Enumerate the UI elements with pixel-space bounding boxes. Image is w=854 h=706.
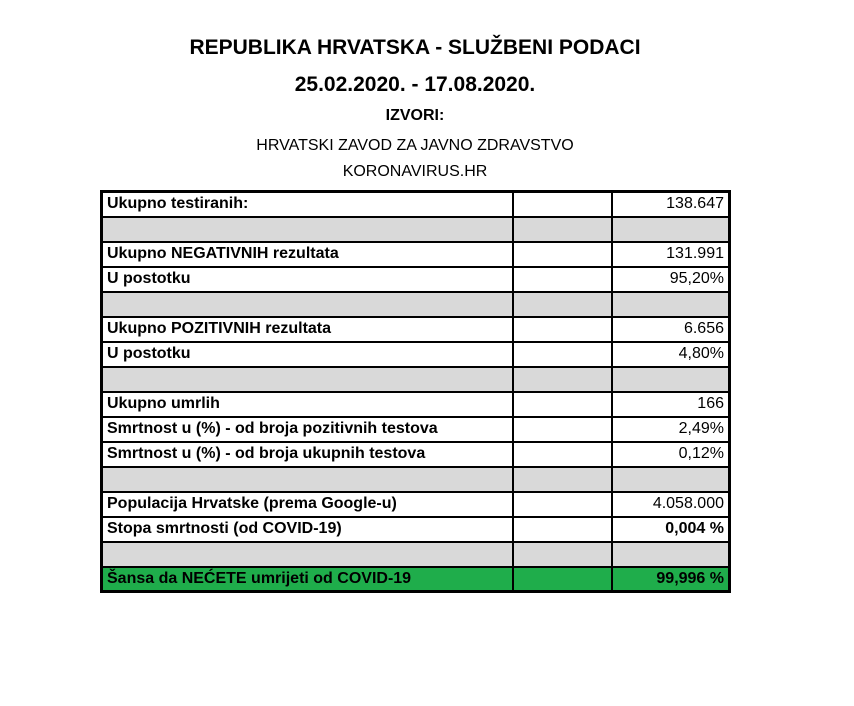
row-value: 99,996 % (610, 565, 731, 593)
row-value: 166 (610, 390, 731, 418)
row-label: Stopa smrtnosti (od COVID-19) (100, 515, 514, 543)
table-row: Smrtnost u (%) - od broja pozitivnih tes… (100, 415, 731, 443)
table-row: Stopa smrtnosti (od COVID-19) 0,004 % (100, 515, 731, 543)
row-value: 95,20% (610, 265, 731, 293)
table-row: Ukupno POZITIVNIH rezultata 6.656 (100, 315, 731, 343)
spacer-row (100, 290, 731, 318)
spacer-row (100, 465, 731, 493)
source-hzjz: HRVATSKI ZAVOD ZA JAVNO ZDRAVSTVO (256, 137, 574, 154)
table-row: Ukupno NEGATIVNIH rezultata 131.991 (100, 240, 731, 268)
row-label: Populacija Hrvatske (prema Google-u) (100, 490, 514, 518)
row-label: Šansa da NEĆETE umrijeti od COVID-19 (100, 565, 514, 593)
empty-cell (511, 290, 613, 318)
empty-cell (511, 190, 613, 218)
row-label (100, 540, 514, 568)
spacer-row (100, 540, 731, 568)
empty-cell (511, 390, 613, 418)
table-row: Ukupno testiranih: 138.647 (100, 190, 731, 218)
row-value: 4,80% (610, 340, 731, 368)
empty-cell (511, 315, 613, 343)
table-row: Ukupno umrlih 166 (100, 390, 731, 418)
spacer-row (100, 215, 731, 243)
page-title: REPUBLIKA HRVATSKA - SLUŽBENI PODACI (189, 36, 641, 59)
row-label: Ukupno testiranih: (100, 190, 514, 218)
row-value: 0,12% (610, 440, 731, 468)
row-label: Smrtnost u (%) - od broja ukupnih testov… (100, 440, 514, 468)
table-row: Populacija Hrvatske (prema Google-u) 4.05… (100, 490, 731, 518)
empty-cell (511, 240, 613, 268)
row-value: 4.058.000 (610, 490, 731, 518)
row-label (100, 465, 514, 493)
empty-cell (511, 565, 613, 593)
empty-cell (511, 340, 613, 368)
empty-cell (511, 515, 613, 543)
sources-label: IZVORI: (385, 107, 445, 124)
row-label: Ukupno NEGATIVNIH rezultata (100, 240, 514, 268)
empty-cell (511, 365, 613, 393)
row-value: 6.656 (610, 315, 731, 343)
row-value (610, 540, 731, 568)
row-label: Ukupno POZITIVNIH rezultata (100, 315, 514, 343)
row-value (610, 365, 731, 393)
statistics-table: Ukupno testiranih: 138.647 Ukupno NEGATIVN… (100, 190, 731, 593)
row-value: 131.991 (610, 240, 731, 268)
row-value: 138.647 (610, 190, 731, 218)
row-label (100, 290, 514, 318)
empty-cell (511, 540, 613, 568)
row-value (610, 215, 731, 243)
row-label: U postotku (100, 340, 514, 368)
empty-cell (511, 265, 613, 293)
row-value: 0,004 % (610, 515, 731, 543)
row-label: Smrtnost u (%) - od broja pozitivnih tes… (100, 415, 514, 443)
empty-cell (511, 215, 613, 243)
source-koronavirus: KORONAVIRUS.HR (342, 163, 488, 180)
empty-cell (511, 490, 613, 518)
highlight-row: Šansa da NEĆETE umrijeti od COVID-19 99,9… (100, 565, 731, 593)
date-range: 25.02.2020. - 17.08.2020. (294, 73, 536, 96)
row-value: 2,49% (610, 415, 731, 443)
row-label: U postotku (100, 265, 514, 293)
table-row: U postotku 95,20% (100, 265, 731, 293)
row-value (610, 465, 731, 493)
row-label (100, 215, 514, 243)
row-label (100, 365, 514, 393)
empty-cell (511, 415, 613, 443)
table-row: U postotku 4,80% (100, 340, 731, 368)
empty-cell (511, 440, 613, 468)
spacer-row (100, 365, 731, 393)
table-row: Smrtnost u (%) - od broja ukupnih testov… (100, 440, 731, 468)
row-value (610, 290, 731, 318)
empty-cell (511, 465, 613, 493)
row-label: Ukupno umrlih (100, 390, 514, 418)
